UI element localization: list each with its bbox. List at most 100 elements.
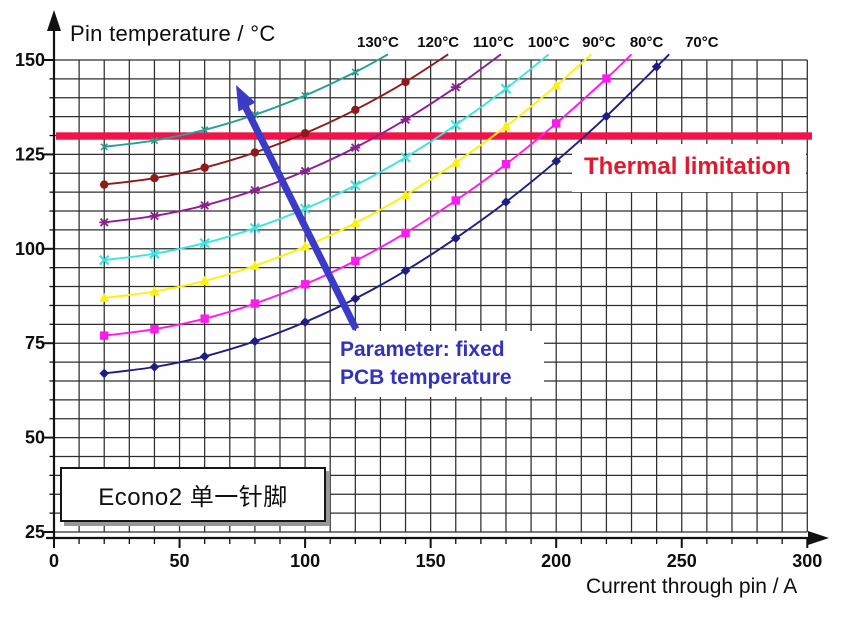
thermal-limitation-label: Thermal limitation [584,153,791,180]
marker-x [149,248,160,259]
marker-asterisk [200,201,209,210]
marker-x-small [100,143,108,151]
axes [46,10,829,545]
marker-asterisk [401,115,410,124]
thermal-limitation-line [56,132,812,140]
x-tick-label: 200 [541,551,571,571]
curve-label-80c: 80°C [630,34,664,51]
econo2-badge: Econo2 单一针脚 [60,467,326,522]
series-70c [99,53,670,379]
marker-circle [150,173,159,183]
marker-triangle [300,241,311,251]
marker-x-small [351,68,360,76]
parameter-arrow-head [236,85,256,112]
marker-asterisk [99,218,109,227]
series-130c [100,53,389,151]
series-120c [100,53,449,189]
marker-x [450,119,462,131]
x-tick-label: 150 [416,551,446,571]
marker-square [602,74,611,83]
marker-diamond [551,156,561,166]
y-tick-label: 125 [15,144,45,164]
marker-asterisk [451,82,461,92]
parameter-annotation: Parameter: fixed PCB temperature [340,336,512,392]
marker-x [249,222,261,234]
marker-x [350,180,361,191]
marker-diamond [400,265,411,276]
marker-triangle [400,189,411,200]
marker-x-small [301,91,309,100]
curve-label-110c: 110°C [473,34,514,51]
x-axis-title: Current through pin / A [586,575,798,598]
x-tick-label: 50 [170,551,190,571]
curve-label-120c: 120°C [417,34,459,51]
series-80c [100,53,633,340]
curve-100c [104,53,550,262]
curve-label-90c: 90°C [582,34,616,51]
x-tick-label: 300 [792,551,822,571]
parameter-annotation-line2: PCB temperature [340,366,512,389]
marker-x-small [150,136,159,145]
x-axis-arrow [808,531,829,545]
marker-triangle [551,80,562,90]
y-tick-label: 75 [25,333,45,353]
marker-diamond [149,362,160,372]
marker-diamond [250,336,260,347]
curve-80c [104,53,633,337]
marker-square [100,331,109,340]
curve-90c [104,53,593,299]
marker-circle [250,148,260,157]
marker-square [200,314,209,323]
marker-diamond [651,61,662,72]
marker-triangle [350,217,361,228]
marker-diamond [350,293,361,304]
marker-square [401,228,410,238]
y-tick-label: 50 [25,428,45,448]
x-tick-label: 250 [667,551,697,571]
marker-diamond [450,233,461,244]
parameter-label-backdrop [331,331,544,397]
marker-circle [200,163,209,172]
grid [53,59,808,533]
curve-120c [104,53,449,186]
ticks [44,59,809,548]
marker-x [500,83,512,94]
marker-x [400,152,411,163]
marker-diamond [199,351,210,362]
marker-square [300,280,310,289]
y-axis-arrow [47,10,61,31]
curve-label-130c: 130°C [357,34,399,51]
marker-triangle [99,292,110,302]
thermal-label-backdrop [572,144,806,192]
marker-triangle [500,121,511,131]
marker-square [351,256,360,266]
marker-triangle [149,286,160,296]
marker-x [299,203,311,215]
parameter-arrow [241,104,360,331]
curve-label-70c: 70°C [685,34,719,51]
marker-diamond [99,368,110,379]
marker-square [150,325,159,334]
marker-triangle [450,157,461,167]
marker-diamond [601,111,612,122]
marker-asterisk [300,166,310,176]
y-tick-label: 150 [15,50,45,70]
marker-asterisk [150,211,159,221]
marker-square [501,160,511,169]
marker-x [98,254,110,266]
marker-diamond [300,317,310,327]
marker-square [250,299,260,308]
marker-circle [300,129,310,138]
marker-square [451,196,460,205]
marker-triangle [249,260,260,270]
marker-circle [100,180,109,189]
parameter-annotation-line1: Parameter: fixed [340,338,505,361]
marker-asterisk [350,143,360,152]
marker-triangle [199,275,210,285]
series-110c [99,53,502,227]
series-100c [98,53,550,266]
y-tick-label: 25 [25,522,45,542]
x-tick-label: 0 [49,551,59,571]
curve-label-100c: 100°C [528,34,570,51]
